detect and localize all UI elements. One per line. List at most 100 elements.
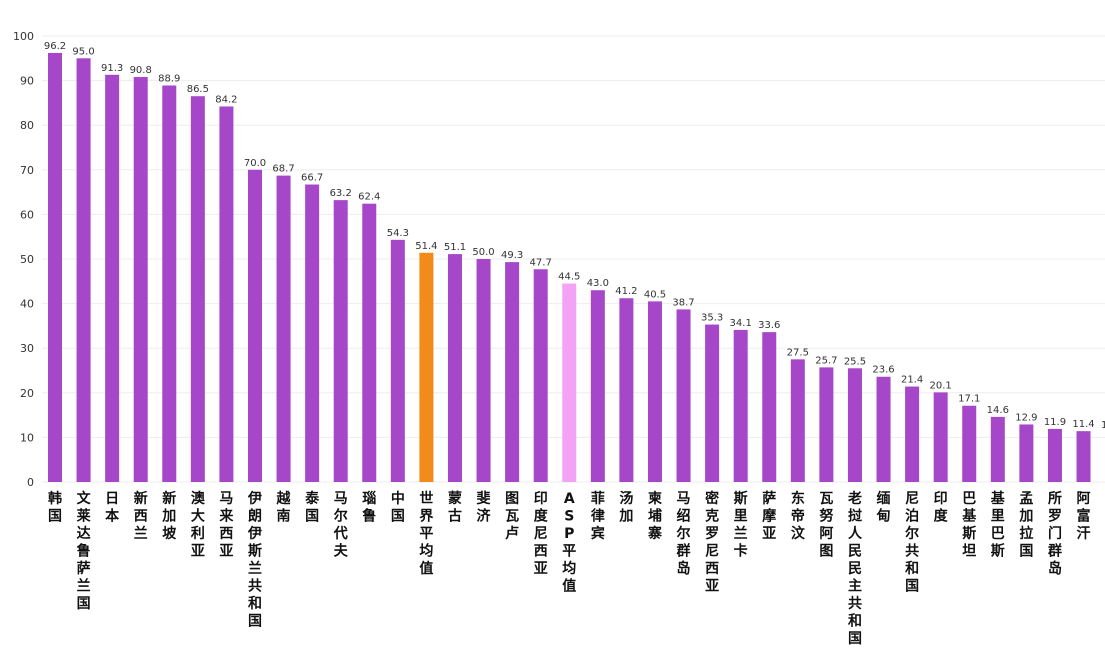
data-label: 90.8 <box>130 65 152 76</box>
y-tick-label: 100 <box>13 30 34 43</box>
y-tick-label: 30 <box>20 342 34 355</box>
x-tick-label: 孟加拉国 <box>1018 491 1033 560</box>
x-tick-label: 萨摩亚 <box>762 490 777 542</box>
data-label: 96.2 <box>44 41 66 52</box>
data-label: 91.3 <box>101 63 123 74</box>
bar <box>590 290 605 482</box>
bars <box>48 52 1091 483</box>
bar <box>1019 424 1034 482</box>
x-tick-label: 缅甸 <box>876 490 891 525</box>
bar <box>162 85 177 483</box>
bar <box>276 175 291 482</box>
x-tick-label: 基里巴斯 <box>991 490 1006 560</box>
x-tick-label: 越南 <box>276 490 292 525</box>
x-tick-label: 印度尼西亚 <box>534 490 549 577</box>
data-label: 66.7 <box>301 173 323 184</box>
x-tick-label: A S P 平均值 <box>562 491 576 595</box>
data-label: 34.1 <box>730 318 752 329</box>
bar <box>1047 428 1062 482</box>
data-label: 70.0 <box>244 158 266 169</box>
y-tick-label: 20 <box>20 387 34 400</box>
x-tick-label: 日本 <box>105 491 120 525</box>
y-tick-label: 80 <box>20 119 34 132</box>
x-tick-label: 尼泊尔共和国 <box>905 491 919 595</box>
data-label: 14.6 <box>987 405 1009 416</box>
x-tick-label: 所罗门群岛 <box>1047 490 1062 577</box>
data-label: 88.9 <box>158 74 180 85</box>
data-label: 25.7 <box>815 355 837 366</box>
bar <box>933 392 948 482</box>
y-axis-ticks: 0 10 20 30 40 50 60 70 80 90 100 <box>13 30 34 489</box>
bar <box>990 416 1005 482</box>
data-label: 20.1 <box>930 380 952 391</box>
x-tick-label: 斐济 <box>477 490 492 525</box>
bar <box>190 96 205 483</box>
bar <box>819 367 834 482</box>
data-label: 11.2 <box>1101 420 1105 431</box>
x-tick-label: 阿富汗 <box>1077 491 1091 542</box>
bar <box>76 58 91 483</box>
data-label: 50.0 <box>472 247 494 258</box>
x-tick-label: 新加坡 <box>161 490 177 542</box>
data-label: 47.7 <box>530 257 552 268</box>
x-tick-label: 马绍尔群岛 <box>676 491 691 577</box>
data-label: 54.3 <box>387 228 409 239</box>
bar <box>133 77 148 483</box>
y-tick-label: 90 <box>20 75 34 88</box>
bar <box>533 269 548 482</box>
x-tick-label: 密克罗尼西亚 <box>704 490 719 595</box>
x-tick-label: 泰国 <box>304 490 320 525</box>
data-label: 21.4 <box>901 375 923 386</box>
y-tick-label: 70 <box>20 164 34 177</box>
data-label: 44.5 <box>558 272 580 283</box>
x-tick-label: 东帝汶 <box>791 490 806 542</box>
x-tick-label: 韩国 <box>48 490 62 525</box>
value-labels: 96.2 95.0 91.3 90.8 88.9 86.5 84.2 70.0 68.7 66.7… <box>44 41 1105 431</box>
x-tick-label: 巴基斯坦 <box>962 491 977 560</box>
x-tick-label: 马尔代夫 <box>333 491 349 560</box>
data-label: 68.7 <box>272 164 294 175</box>
data-label: 95.0 <box>72 46 94 57</box>
x-tick-label: 柬埔寨 <box>647 490 663 542</box>
y-tick-label: 50 <box>20 253 34 266</box>
x-tick-label: 新西兰 <box>134 490 148 542</box>
data-label: 43.0 <box>587 278 609 289</box>
x-tick-label: 伊朗伊斯兰共和国 <box>247 490 262 630</box>
x-tick-label: 中国 <box>391 490 405 525</box>
bar <box>847 368 862 482</box>
data-label: 84.2 <box>215 94 237 105</box>
bar <box>219 106 234 482</box>
bar <box>105 74 120 482</box>
bar <box>476 259 491 482</box>
bar <box>362 203 377 483</box>
bar <box>705 324 720 482</box>
bar <box>447 254 462 482</box>
x-tick-label: 瑙鲁 <box>361 490 376 525</box>
data-label: 51.1 <box>444 242 466 253</box>
x-tick-label: 印度 <box>934 490 949 525</box>
x-tick-label: 图瓦卢 <box>505 491 519 542</box>
x-tick-label: 世界平均值 <box>419 490 434 577</box>
bar <box>1076 431 1091 482</box>
bar <box>562 283 577 482</box>
data-label: 25.5 <box>844 356 866 367</box>
data-label: 38.7 <box>672 297 694 308</box>
data-label: 11.4 <box>1072 419 1094 430</box>
x-axis-categories: 韩国文莱达鲁萨兰国日本新西兰新加坡澳大利亚马来西亚伊朗伊斯兰共和国越南泰国马尔代… <box>48 490 1091 647</box>
x-tick-label: 老挝人民民主共和国 <box>848 490 863 647</box>
bar <box>305 184 320 482</box>
data-label: 17.1 <box>958 394 980 405</box>
bar <box>390 239 405 482</box>
bar <box>505 262 520 482</box>
data-label: 27.5 <box>787 347 809 358</box>
x-tick-label: 澳大利亚 <box>191 490 206 560</box>
x-tick-label: 瓦努阿图 <box>819 491 833 560</box>
bar <box>676 309 691 482</box>
x-tick-label: 斯里兰卡 <box>734 490 748 560</box>
data-label: 86.5 <box>187 84 209 95</box>
data-label: 23.6 <box>872 365 894 376</box>
data-label: 33.6 <box>758 320 780 331</box>
bar <box>333 200 348 483</box>
x-tick-label: 文莱达鲁萨兰国 <box>76 490 92 612</box>
